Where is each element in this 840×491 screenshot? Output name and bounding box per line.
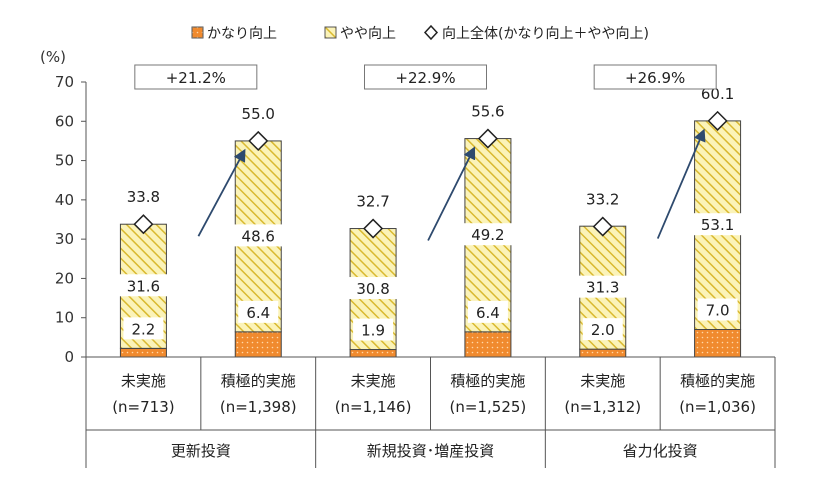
bar-segment-kanari [694,329,742,358]
bar-sample-size: (n=1,398) [220,398,297,416]
overlays: 31.6 2.2 33.8 48.6 6.4 55.0 +21.2% 30.8 1.9 32.7 4… [119,64,742,341]
label-box [693,213,742,236]
label-box [234,224,283,247]
data-label-kanari: 6.4 [476,304,500,322]
label-box [697,298,738,321]
y-tick-label: 0 [64,348,74,366]
bar-category-label: 積極的実施 [221,372,296,390]
bar-segment-kanari [234,331,282,358]
data-label-yaya: 31.3 [586,279,619,297]
y-axis: 0 10 20 30 40 50 60 70 [55,73,87,366]
change-label: +21.2% [166,69,226,87]
label-box [467,300,508,323]
y-tick-label: 10 [55,309,74,327]
y-tick-label: 20 [55,269,74,287]
bar-category-label: 未実施 [121,372,166,390]
bar-segment-kanari [464,331,512,358]
label-box [123,317,164,340]
bar-sample-size: (n=713) [112,398,174,416]
data-label-kanari: 2.2 [131,320,155,338]
legend-swatch-kanari [191,26,204,39]
increase-arrow [197,148,246,237]
data-label-kanari: 1.9 [361,322,385,340]
change-label: +22.9% [395,69,455,87]
legend-label-kanari: かなり向上 [207,26,277,42]
legend-swatch-yaya [324,26,337,39]
change-box [134,64,258,90]
bars [119,120,742,358]
bar-sample-size: (n=1,146) [335,398,412,416]
increase-arrow [427,146,476,241]
total-diamond-marker [477,128,498,149]
data-label-total: 55.6 [471,103,504,121]
legend-label-total: 向上全体(かなり向上＋やや向上) [442,25,649,42]
data-label-total: 33.8 [127,188,160,206]
data-label-kanari: 7.0 [706,302,730,320]
change-box [364,64,487,90]
legend: かなり向上 やや向上 向上全体(かなり向上＋やや向上) [191,24,649,42]
change-label: +26.9% [625,69,685,87]
data-label-yaya: 48.6 [242,227,275,245]
y-tick-label: 70 [55,73,74,91]
increase-arrow [656,128,706,239]
label-box [349,277,398,300]
bar-segment-kanari [349,349,397,358]
bar-segment-kanari [119,347,167,358]
data-label-kanari: 6.4 [246,304,270,322]
change-box [593,64,717,90]
label-box [582,318,623,341]
label-box [119,274,168,297]
bar-sample-size: (n=1,036) [679,398,756,416]
total-diamond-marker [133,214,154,235]
total-diamond-marker [363,218,384,239]
data-label-yaya: 53.1 [701,216,734,234]
bar-category-label: 未実施 [351,372,396,390]
label-box [238,300,279,323]
label-box [578,275,627,298]
y-tick-label: 30 [55,230,74,248]
data-label-yaya: 49.2 [471,226,504,244]
bar-category-label: 積極的実施 [680,372,755,390]
bar-category-label: 未実施 [580,372,625,390]
label-box [353,318,394,341]
group-label: 更新投資 [171,442,231,460]
group-label: 新規投資･増産投資 [367,442,495,460]
data-label-kanari: 2.0 [591,321,615,339]
y-tick-label: 60 [55,112,74,130]
group-label: 省力化投資 [623,442,698,460]
y-tick-label: 50 [55,152,74,170]
data-label-yaya: 30.8 [356,280,389,298]
total-diamond-marker [592,216,613,237]
label-box [463,223,512,246]
x-axis: 更新投資 未実施 (n=713) 積極的実施 (n=1,398) 新規投資･増産投資 未実施… [85,356,776,468]
legend-label-yaya: やや向上 [340,26,396,42]
total-diamond-marker [707,110,728,131]
bar-sample-size: (n=1,312) [564,398,641,416]
legend-diamond-icon [423,24,439,41]
bar-segment-kanari [579,348,627,358]
total-diamond-marker [248,130,269,151]
y-axis-unit: (%) [40,48,66,66]
y-tick-label: 40 [55,191,74,209]
data-label-total: 32.7 [356,193,389,211]
bar-sample-size: (n=1,525) [450,398,527,416]
data-label-total: 33.2 [586,191,619,209]
data-label-yaya: 31.6 [127,277,160,295]
data-label-total: 55.0 [242,105,275,123]
bar-category-label: 積極的実施 [450,372,525,390]
